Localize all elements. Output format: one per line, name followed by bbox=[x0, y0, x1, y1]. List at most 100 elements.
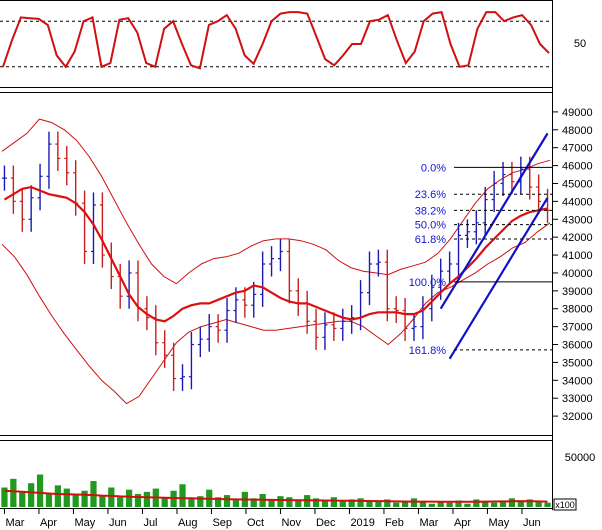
price-bar bbox=[82, 190, 88, 264]
x-tick-label: May bbox=[74, 517, 95, 529]
volume-bar bbox=[188, 498, 195, 507]
price-bar bbox=[464, 219, 470, 248]
volume-bar bbox=[90, 481, 97, 507]
price-bar bbox=[37, 163, 43, 211]
svg-text:50.0%: 50.0% bbox=[415, 220, 446, 232]
volume-bar bbox=[508, 498, 516, 507]
price-tick-label: 39000 bbox=[562, 286, 593, 298]
x-tick-label: Jun bbox=[523, 517, 541, 529]
price-bar bbox=[73, 160, 79, 216]
svg-text:61.8%: 61.8% bbox=[415, 234, 446, 246]
price-bar bbox=[358, 280, 364, 331]
volume-bar bbox=[1, 487, 8, 507]
price-bar bbox=[206, 314, 212, 352]
price-panel: 0.0% 23.6% 38.2% 50.0% 61.8% 100.0% 161.8% 320… bbox=[1, 107, 593, 423]
price-bar bbox=[153, 305, 159, 356]
price-bar bbox=[331, 312, 337, 341]
volume-bar bbox=[455, 500, 462, 507]
fibonacci-level: 50.0% bbox=[415, 220, 552, 232]
volume-bar bbox=[410, 498, 418, 507]
volume-bar bbox=[277, 496, 284, 507]
price-bar bbox=[420, 296, 426, 340]
price-bar bbox=[456, 222, 462, 277]
price-tick-label: 44000 bbox=[562, 196, 593, 208]
volume-bar bbox=[339, 501, 346, 507]
panel-borders bbox=[0, 0, 553, 510]
bollinger-lower-band bbox=[1, 222, 551, 405]
trend-channel-lower bbox=[448, 197, 549, 360]
svg-text:0.0%: 0.0% bbox=[421, 162, 446, 174]
volume-bar bbox=[384, 499, 391, 507]
trend-channel bbox=[439, 132, 549, 360]
price-bar bbox=[384, 249, 390, 322]
volume-bar bbox=[330, 497, 337, 507]
svg-text:161.8%: 161.8% bbox=[409, 345, 447, 357]
price-bar bbox=[215, 314, 221, 343]
oscillator-panel: 50 bbox=[0, 10, 586, 70]
volume-bar bbox=[366, 501, 373, 507]
price-bar bbox=[1, 165, 7, 191]
volume-bar bbox=[446, 502, 453, 507]
volume-bar bbox=[482, 501, 489, 507]
volume-bar bbox=[10, 478, 17, 507]
volume-bar bbox=[197, 496, 204, 507]
price-bar bbox=[304, 290, 310, 334]
svg-text:38.2%: 38.2% bbox=[415, 205, 446, 217]
price-bar bbox=[340, 308, 346, 341]
price-axis: 32000 33000 34000 35000 36000 37000 38000 39000… bbox=[553, 107, 593, 423]
volume-bar bbox=[134, 494, 142, 507]
moving-average-line bbox=[3, 185, 548, 323]
volume-bar bbox=[223, 495, 231, 507]
x-tick-label: Sep bbox=[212, 517, 232, 529]
volume-bar bbox=[63, 488, 70, 507]
volume-bar bbox=[161, 497, 168, 507]
svg-text:100.0%: 100.0% bbox=[409, 277, 447, 289]
fibonacci-level: 100.0% bbox=[409, 277, 552, 289]
price-bar bbox=[126, 260, 132, 309]
trend-channel-upper bbox=[439, 132, 549, 310]
price-bar bbox=[90, 192, 96, 264]
volume-bar bbox=[286, 497, 293, 507]
x-tick-label: Dec bbox=[316, 517, 336, 529]
price-bar bbox=[402, 298, 408, 341]
price-bar bbox=[313, 308, 319, 350]
volume-bar bbox=[268, 500, 275, 507]
volume-unit-box bbox=[553, 498, 577, 511]
price-bar bbox=[64, 145, 70, 186]
volume-bar bbox=[535, 501, 542, 507]
price-bar bbox=[171, 342, 177, 392]
volume-bar bbox=[517, 500, 524, 507]
price-bar bbox=[286, 238, 292, 304]
svg-text:23.6%: 23.6% bbox=[415, 189, 446, 201]
volume-bar bbox=[117, 497, 124, 507]
x-tick-label: Feb bbox=[385, 517, 404, 529]
volume-moving-average bbox=[4, 489, 548, 503]
x-tick-label: Mar bbox=[419, 517, 438, 529]
price-bar bbox=[99, 192, 105, 268]
x-tick-label: May bbox=[488, 517, 509, 529]
volume-bar bbox=[19, 491, 26, 507]
volume-bar bbox=[375, 500, 382, 507]
volume-bar bbox=[143, 491, 151, 507]
price-tick-label: 40000 bbox=[562, 268, 593, 280]
fibonacci-level: 0.0% bbox=[421, 162, 552, 174]
price-bar bbox=[108, 242, 114, 290]
price-bar bbox=[10, 165, 16, 214]
volume-bar bbox=[321, 500, 329, 507]
price-tick-label: 38000 bbox=[562, 304, 593, 316]
price-bar bbox=[180, 364, 186, 392]
price-tick-label: 48000 bbox=[562, 125, 593, 137]
price-bar bbox=[447, 251, 453, 284]
volume-bar bbox=[491, 502, 498, 507]
price-bar bbox=[251, 281, 257, 318]
volume-bar bbox=[473, 499, 480, 507]
price-bar bbox=[491, 170, 497, 213]
volume-bar bbox=[125, 489, 133, 507]
volume-bar bbox=[36, 474, 44, 507]
volume-unit-label: x100 bbox=[555, 500, 575, 510]
x-tick-label: 2019 bbox=[350, 517, 374, 529]
price-bar bbox=[269, 246, 275, 277]
volume-bar bbox=[232, 499, 240, 507]
price-bar bbox=[46, 131, 52, 189]
volume-bar bbox=[357, 498, 364, 507]
